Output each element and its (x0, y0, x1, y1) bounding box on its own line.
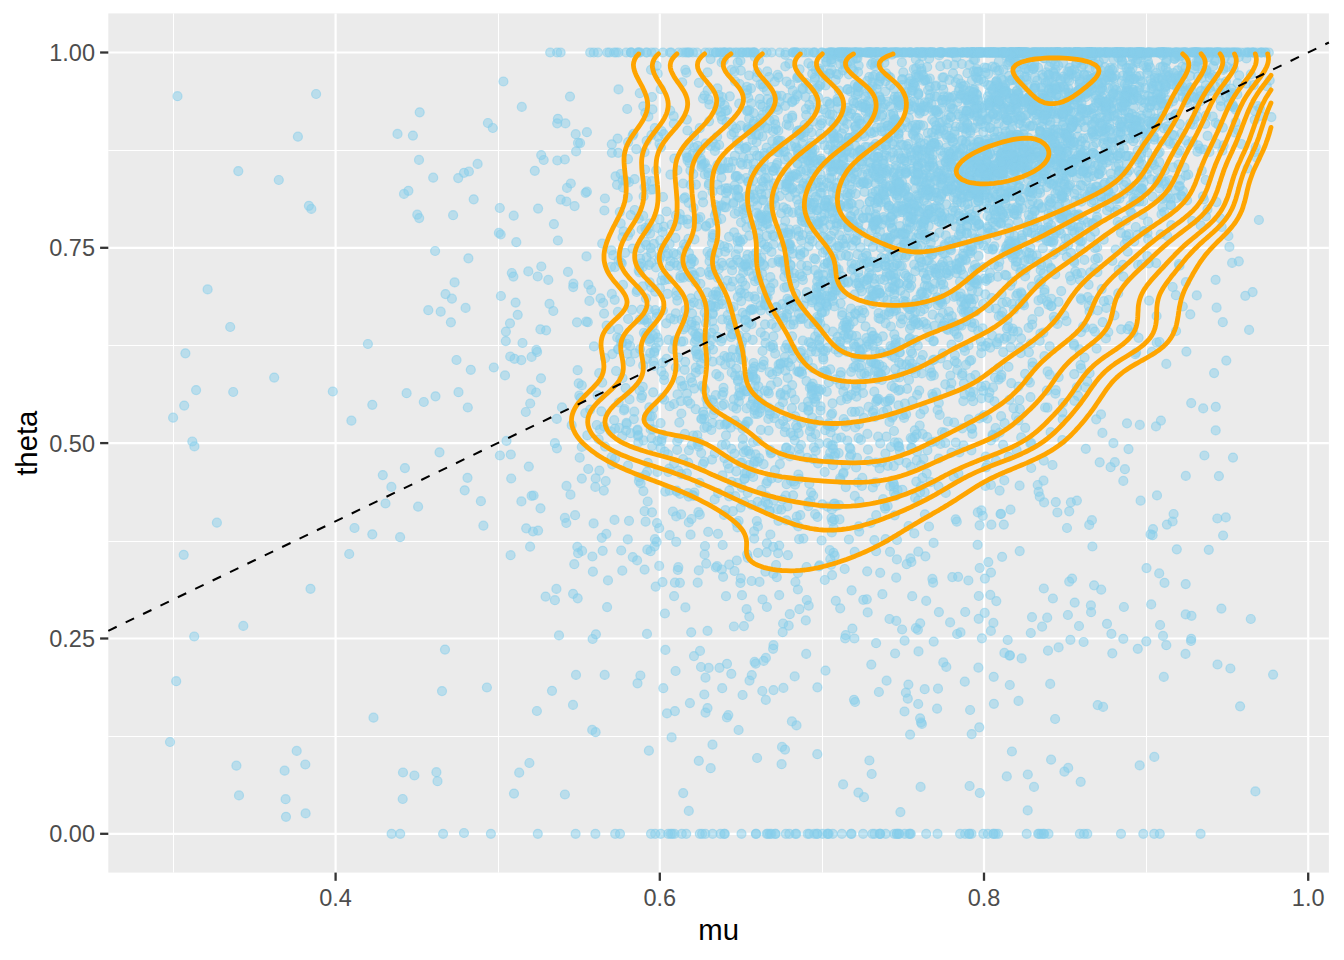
svg-text:0.8: 0.8 (968, 885, 1001, 911)
svg-text:0.50: 0.50 (49, 431, 95, 457)
svg-text:mu: mu (698, 913, 739, 946)
svg-text:1.00: 1.00 (49, 40, 95, 66)
svg-text:0.6: 0.6 (643, 885, 676, 911)
svg-text:1.0: 1.0 (1292, 885, 1325, 911)
svg-text:theta: theta (10, 410, 43, 476)
svg-text:0.75: 0.75 (49, 235, 95, 261)
svg-text:0.4: 0.4 (319, 885, 352, 911)
svg-text:0.00: 0.00 (49, 821, 95, 847)
svg-text:0.25: 0.25 (49, 626, 95, 652)
